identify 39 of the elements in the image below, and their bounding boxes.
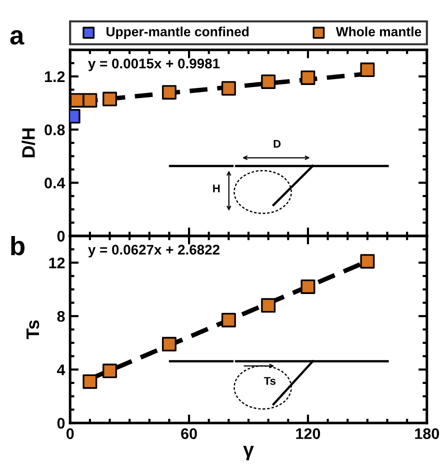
x-tick-label: 0 bbox=[66, 428, 74, 440]
x-tick-label: 180 bbox=[415, 428, 440, 440]
point bbox=[102, 364, 117, 378]
point bbox=[261, 74, 276, 89]
chart-title: b bbox=[11, 236, 25, 256]
y-tick-label: 4 bbox=[56, 364, 66, 376]
y-tick-label: 12 bbox=[49, 258, 65, 268]
point bbox=[82, 374, 98, 389]
annotation: y = 0.0627x + 2.6822 bbox=[88, 244, 220, 258]
y-tick-label: 8 bbox=[57, 310, 65, 322]
annotation: H bbox=[213, 184, 220, 192]
x-axis-title: γ bbox=[243, 446, 254, 460]
y-axis-title: D/H bbox=[22, 128, 36, 158]
y-tick-label: 1.2 bbox=[44, 71, 65, 82]
legend-label: Upper-mantle confined bbox=[106, 26, 249, 39]
legend-label: Whole mantle bbox=[336, 26, 422, 36]
point bbox=[162, 336, 176, 352]
annotation: D bbox=[274, 140, 281, 148]
y-tick-label: 0 bbox=[57, 418, 65, 429]
point bbox=[300, 279, 316, 294]
point bbox=[221, 81, 236, 96]
point bbox=[360, 254, 375, 269]
point bbox=[70, 93, 84, 108]
point bbox=[162, 85, 176, 100]
point bbox=[102, 92, 117, 106]
y-tick-label: 0 bbox=[57, 230, 65, 242]
point bbox=[82, 93, 98, 108]
point bbox=[300, 70, 316, 85]
y-axis-title: Ts bbox=[26, 320, 40, 340]
x-tick-label: 60 bbox=[181, 428, 197, 440]
annotation: y = 0.0015x + 0.9981 bbox=[88, 58, 220, 72]
x-tick-label: 120 bbox=[296, 428, 320, 440]
annotation: Ts bbox=[264, 377, 276, 385]
point bbox=[221, 312, 236, 328]
y-tick-label: 0.8 bbox=[44, 124, 65, 136]
point bbox=[360, 62, 375, 77]
chart-title: a bbox=[10, 30, 24, 45]
y-tick-label: 0.4 bbox=[44, 178, 66, 188]
point bbox=[261, 298, 276, 313]
